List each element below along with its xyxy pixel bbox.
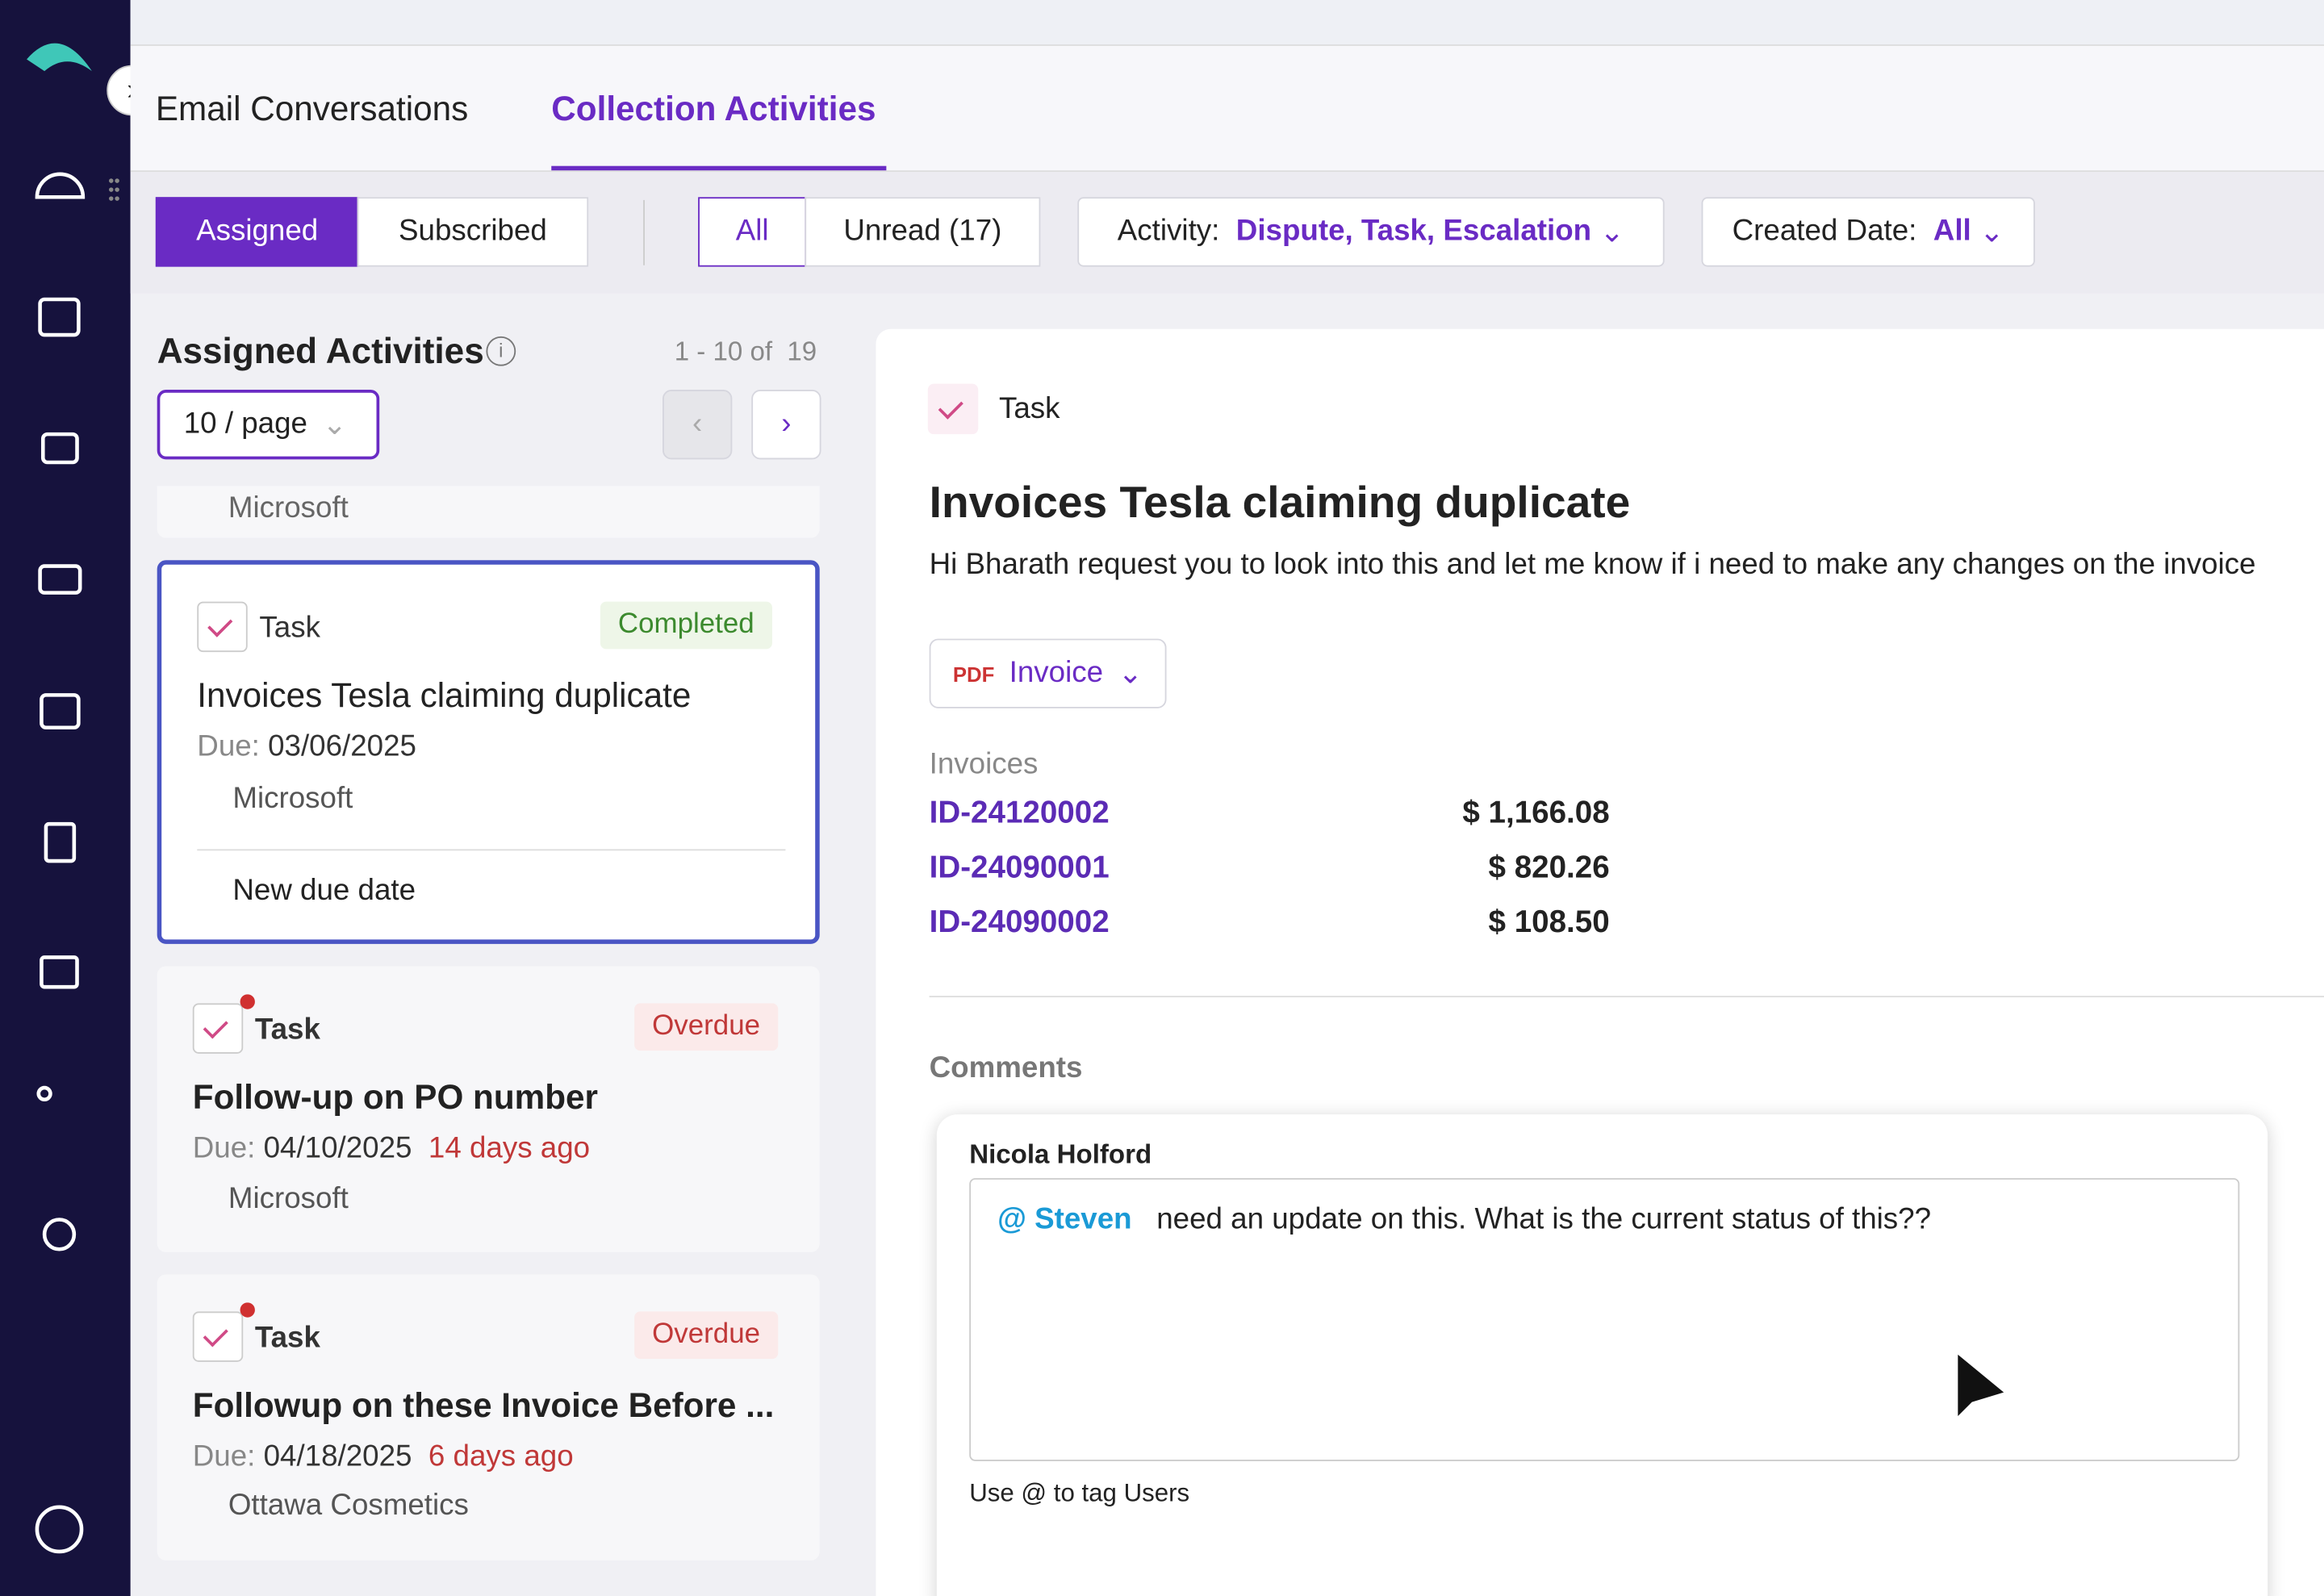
unread-button[interactable]: Unread (17) — [805, 197, 1041, 267]
type: Task — [254, 1013, 320, 1047]
value: Invoice — [1009, 656, 1104, 690]
approve-icon[interactable] — [40, 955, 79, 989]
unread-dot — [240, 1302, 255, 1318]
sidebar — [0, 0, 131, 1596]
logo — [27, 43, 92, 72]
inbox-icon[interactable] — [38, 297, 81, 337]
due: Due: 04/18/2025 6 days ago — [192, 1440, 574, 1473]
collect-icon[interactable] — [40, 693, 81, 730]
value: All — [1933, 215, 1971, 248]
type: Task — [259, 612, 320, 645]
detail-description: Hi Bharath request you to look into this… — [929, 548, 2256, 581]
activity-card[interactable]: Task Overdue Followup on these Invoice B… — [157, 1274, 820, 1560]
workflow-icon[interactable] — [36, 1085, 52, 1102]
all-button[interactable]: All — [698, 197, 807, 267]
list-title: Assigned Activities — [157, 332, 484, 372]
separator — [197, 849, 786, 851]
activity-card[interactable]: Task Overdue Follow-up on PO number Due:… — [157, 966, 820, 1252]
label: Activity: — [1117, 215, 1220, 248]
invoice-amount: $ 820.26 — [1488, 850, 1610, 885]
cursor — [1954, 1348, 2010, 1423]
tabs-bar — [130, 45, 2324, 173]
tab-underline — [551, 165, 887, 171]
comment-box — [936, 1114, 2268, 1596]
separator — [929, 996, 2324, 998]
detail-title: Invoices Tesla claiming duplicate — [929, 478, 1631, 528]
due: Due: 04/10/2025 14 days ago — [192, 1132, 591, 1165]
mention: @ Steven — [997, 1203, 1132, 1236]
payments-icon[interactable] — [38, 564, 82, 595]
reminder: New due date — [232, 874, 416, 907]
invoice-amount: $ 108.50 — [1488, 905, 1610, 940]
sidebar-icons — [27, 43, 119, 1554]
subscribed-button[interactable]: Subscribed — [357, 197, 589, 267]
comments-label: Comments — [929, 1051, 1083, 1085]
status: Overdue — [634, 1003, 779, 1051]
type: Task — [254, 1322, 320, 1355]
invoice-id[interactable]: ID-24120002 — [929, 796, 1110, 830]
comment-author: Nicola Holford — [969, 1139, 1152, 1170]
activity-filter[interactable]: Activity: Dispute, Task, Escalation ⌄ — [1077, 197, 1665, 267]
info-icon: i — [486, 336, 516, 366]
invoice-id[interactable]: ID-24090001 — [929, 850, 1110, 885]
detail-type: Task — [998, 392, 1060, 426]
next-page[interactable]: › — [751, 390, 821, 460]
created-date-filter[interactable]: Created Date: All ⌄ — [1701, 197, 2035, 267]
tab[interactable]: Email Conversations — [155, 89, 469, 127]
tab-active[interactable]: Collection Activities — [551, 89, 876, 127]
company: Microsoft — [228, 1182, 349, 1216]
settings-icon[interactable] — [42, 1218, 77, 1251]
invoice-amount: $ 1,166.08 — [1462, 796, 1610, 830]
title: Followup on these Invoice Before ... — [192, 1385, 775, 1424]
attachment-dropdown[interactable]: PDF Invoice ⌄ — [929, 638, 1167, 708]
company: Ottawa Cosmetics — [228, 1489, 469, 1523]
briefcase-icon[interactable] — [40, 432, 79, 465]
dashboard-icon[interactable] — [35, 172, 86, 199]
invoice-id[interactable]: ID-24090002 — [929, 905, 1110, 940]
unread-dot — [240, 994, 255, 1009]
title: Follow-up on PO number — [192, 1077, 598, 1116]
list-clip: Microsoft — [131, 486, 875, 1596]
value: Dispute, Task, Escalation — [1235, 215, 1592, 248]
comment-hint: Use @ to tag Users — [969, 1478, 1190, 1507]
status: Overdue — [634, 1311, 779, 1360]
status: Completed — [600, 601, 772, 650]
comment-input[interactable]: @ Steven need an update on this. What is… — [969, 1178, 2240, 1461]
range: 1 - 10 of 19 — [674, 336, 817, 366]
report-icon[interactable] — [44, 821, 77, 863]
activity-card[interactable]: Task Completed Invoices Tesla claiming d… — [157, 560, 820, 944]
due: Due: 03/06/2025 — [197, 730, 416, 763]
company: Microsoft — [228, 491, 349, 525]
comment-text: need an update on this. What is the curr… — [1156, 1203, 1932, 1236]
partial-card: Microsoft — [157, 486, 820, 538]
label: Created Date: — [1732, 215, 1917, 248]
assigned-button[interactable]: Assigned — [155, 197, 359, 267]
help-icon[interactable] — [35, 1505, 84, 1554]
invoices-label: Invoices — [929, 748, 1039, 781]
top-strip — [130, 0, 2324, 46]
company: Microsoft — [232, 782, 353, 816]
type-icon — [927, 383, 979, 435]
value: 10 / page — [183, 407, 307, 441]
prev-page[interactable]: ‹ — [663, 390, 733, 460]
page-size[interactable]: 10 / page ⌄ — [157, 390, 380, 460]
divider — [643, 199, 645, 265]
title: Invoices Tesla claiming duplicate — [197, 675, 692, 715]
